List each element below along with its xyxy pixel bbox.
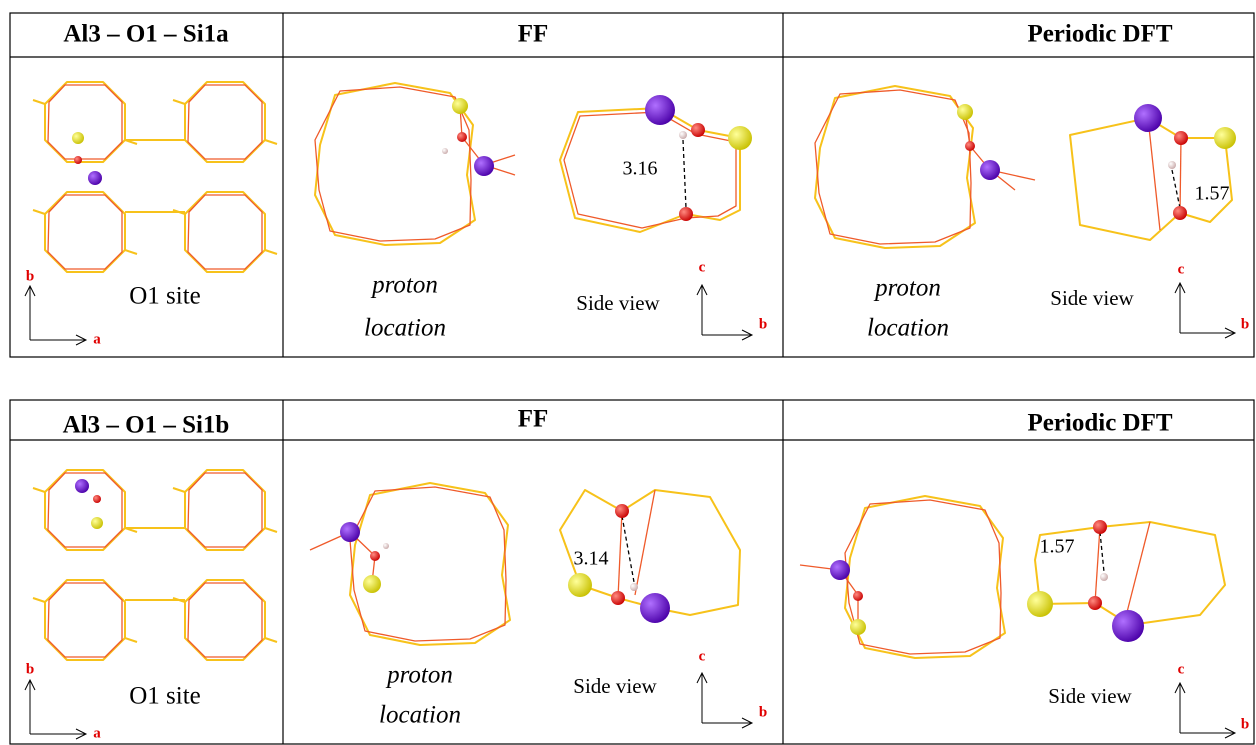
distance-label: 3.14 (574, 548, 609, 570)
axis-arrows (697, 285, 752, 340)
header-site: Al3 – O1 – Si1b (63, 412, 230, 439)
side-view-label: Side view (576, 291, 660, 315)
dft-side-structure (1070, 104, 1236, 240)
site-structure (33, 82, 277, 272)
dft-structure (815, 86, 1035, 248)
dft-structure (800, 496, 1005, 658)
site-structure (33, 470, 277, 660)
ff-structure (310, 483, 510, 645)
axis-label: c (1178, 261, 1185, 277)
axis-label: b (1241, 716, 1249, 732)
axis-label: c (699, 648, 706, 664)
proton-label: proton (873, 275, 941, 302)
axis-label: b (759, 316, 767, 332)
proton-label: location (364, 315, 446, 342)
side-view-label: Side view (1048, 684, 1132, 708)
site-label: O1 site (129, 683, 201, 710)
header-site: Al3 – O1 – Si1a (63, 21, 229, 48)
axis-label: c (1178, 661, 1185, 677)
axis-label: b (1241, 316, 1249, 332)
axis-label: b (26, 268, 34, 284)
proton-label: location (379, 702, 461, 729)
axis-label: c (699, 259, 706, 275)
axis-label: a (93, 331, 101, 347)
header-ff: FF (518, 406, 549, 433)
header-dft: Periodic DFT (1027, 21, 1172, 48)
axis-arrows (1175, 283, 1235, 338)
header-dft: Periodic DFT (1027, 410, 1172, 437)
axis-arrows (1175, 683, 1235, 738)
axis-arrows (25, 286, 86, 345)
distance-label: 3.16 (623, 158, 658, 180)
axis-arrows (25, 680, 86, 739)
axis-label: b (759, 704, 767, 720)
proton-label: proton (370, 272, 438, 299)
table-2: Al3 – O1 – Si1b FF Periodic DFT O1 site … (10, 400, 1254, 744)
header-ff: FF (518, 21, 549, 48)
distance-label: 1.57 (1040, 536, 1075, 558)
axis-label: b (26, 661, 34, 677)
axis-arrows (697, 673, 752, 728)
side-view-label: Side view (573, 674, 657, 698)
axis-label: a (93, 725, 101, 741)
proton-label: location (867, 315, 949, 342)
distance-label: 1.57 (1195, 183, 1230, 205)
table-1: Al3 – O1 – Si1a FF Periodic DFT O1 site … (10, 13, 1254, 357)
proton-label: proton (385, 662, 453, 689)
site-label: O1 site (129, 283, 201, 310)
side-view-label: Side view (1050, 286, 1134, 310)
ff-structure (315, 83, 515, 245)
figure: Al3 – O1 – Si1a FF Periodic DFT O1 site … (0, 0, 1256, 745)
